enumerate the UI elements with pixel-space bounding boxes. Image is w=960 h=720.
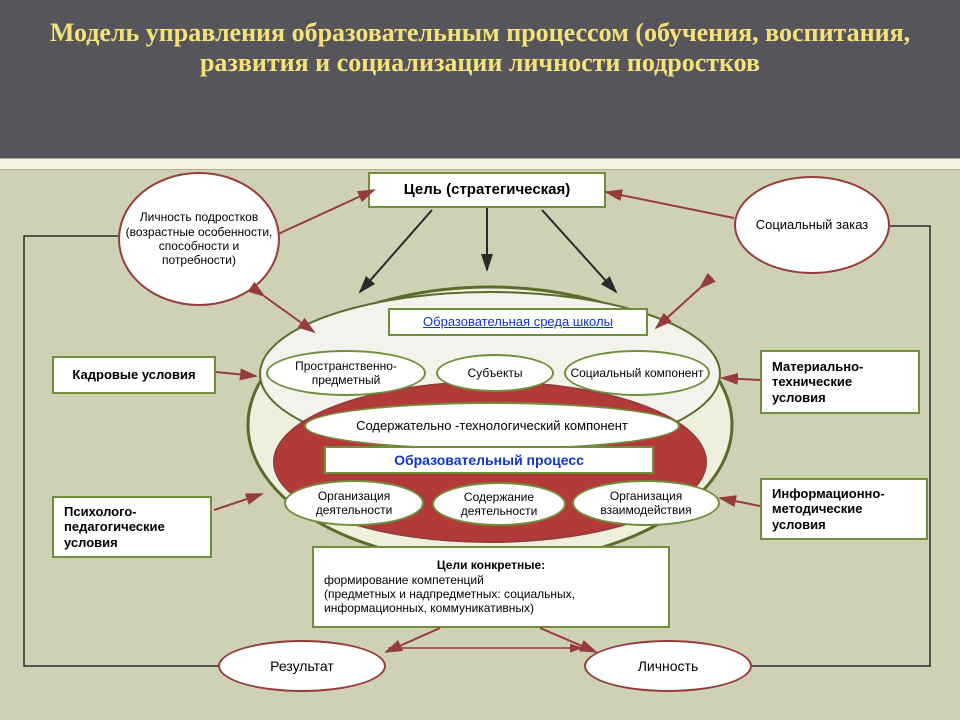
node-edu_proc: Образовательный процесс	[324, 446, 654, 474]
node-env_label: Образовательная среда школы	[388, 308, 648, 336]
node-org_act: Организация деятельности	[284, 480, 424, 526]
node-org_inter: Организация взаимодействия	[572, 480, 720, 526]
node-goal: Цель (стратегическая)	[368, 172, 606, 208]
node-cont_act: Содержание деятельности	[432, 482, 566, 526]
node-soderj_tech: Содержательно -технологический компонент	[304, 402, 680, 450]
node-mattech: Материально-технические условия	[760, 350, 920, 414]
diagram-stage: Модель управления образовательным процес…	[0, 0, 960, 720]
node-social_order: Социальный заказ	[734, 176, 890, 274]
page-title: Модель управления образовательным процес…	[0, 18, 960, 78]
node-left_pers: Личность подростков (возрастные особенно…	[118, 172, 280, 306]
node-psih: Психолого-педагогические условия	[52, 496, 212, 558]
strip	[0, 158, 960, 170]
node-goals_conc: Цели конкретные:формирование компетенций…	[312, 546, 670, 628]
node-prostr: Пространственно-предметный	[266, 350, 426, 396]
node-kadr: Кадровые условия	[52, 356, 216, 394]
node-lichn: Личность	[584, 640, 752, 692]
node-subj: Субъекты	[436, 354, 554, 392]
node-result: Результат	[218, 640, 386, 692]
node-soccomp: Социальный компонент	[564, 350, 710, 396]
node-infmet: Информационно- методические условия	[760, 478, 928, 540]
